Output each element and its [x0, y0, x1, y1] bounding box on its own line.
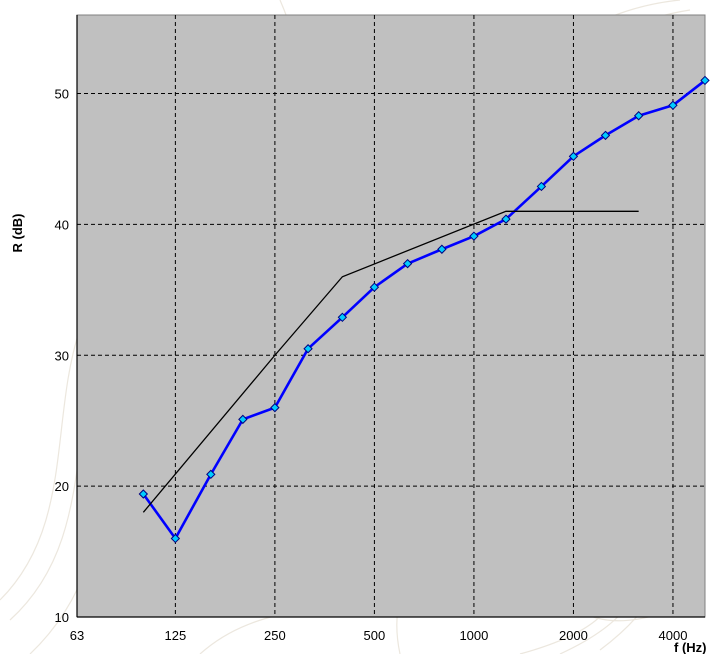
data-point-marker — [700, 75, 710, 86]
x-tick-label: 500 — [364, 628, 386, 643]
data-point-marker — [206, 469, 216, 480]
data-point-marker — [568, 151, 579, 162]
y-axis-label: R (dB) — [10, 214, 25, 253]
gridlines — [76, 15, 705, 618]
data-point-marker — [501, 214, 511, 224]
y-tick-label: 40 — [55, 217, 69, 232]
x-tick-labels: 63 125 250 500 1000 2000 4000 — [70, 628, 688, 643]
data-point-marker — [668, 100, 678, 111]
x-tick-label: 250 — [264, 628, 286, 643]
y-tick-label: 50 — [55, 87, 69, 102]
data-point-marker — [536, 181, 547, 192]
x-tick-label: 63 — [70, 628, 84, 643]
data-point-marker — [402, 258, 413, 269]
data-point-marker — [469, 231, 479, 241]
data-point-marker — [270, 402, 280, 413]
plot-area — [76, 14, 706, 618]
x-axis-label: f (Hz) — [674, 640, 707, 654]
y-tick-labels: 10 20 30 40 50 — [55, 87, 69, 625]
x-tick-label: 2000 — [559, 628, 588, 643]
y-tick-label: 10 — [55, 610, 69, 625]
reference-curve-line — [142, 210, 639, 513]
data-point-marker — [303, 344, 313, 354]
data-point-marker — [600, 130, 611, 141]
y-tick-label: 30 — [55, 348, 69, 363]
x-tick-label: 4000 — [659, 628, 688, 643]
series-layer — [138, 75, 710, 544]
y-tick-label: 20 — [55, 479, 69, 494]
data-point-marker — [170, 533, 181, 544]
data-point-marker — [337, 312, 348, 323]
x-tick-label: 1000 — [459, 628, 488, 643]
data-point-marker — [238, 414, 248, 425]
data-point-marker — [138, 489, 149, 499]
x-tick-label: 125 — [165, 628, 187, 643]
data-point-marker — [633, 111, 644, 121]
data-point-marker — [437, 244, 447, 254]
data-point-marker — [369, 282, 380, 292]
measured-series-line — [142, 79, 706, 540]
